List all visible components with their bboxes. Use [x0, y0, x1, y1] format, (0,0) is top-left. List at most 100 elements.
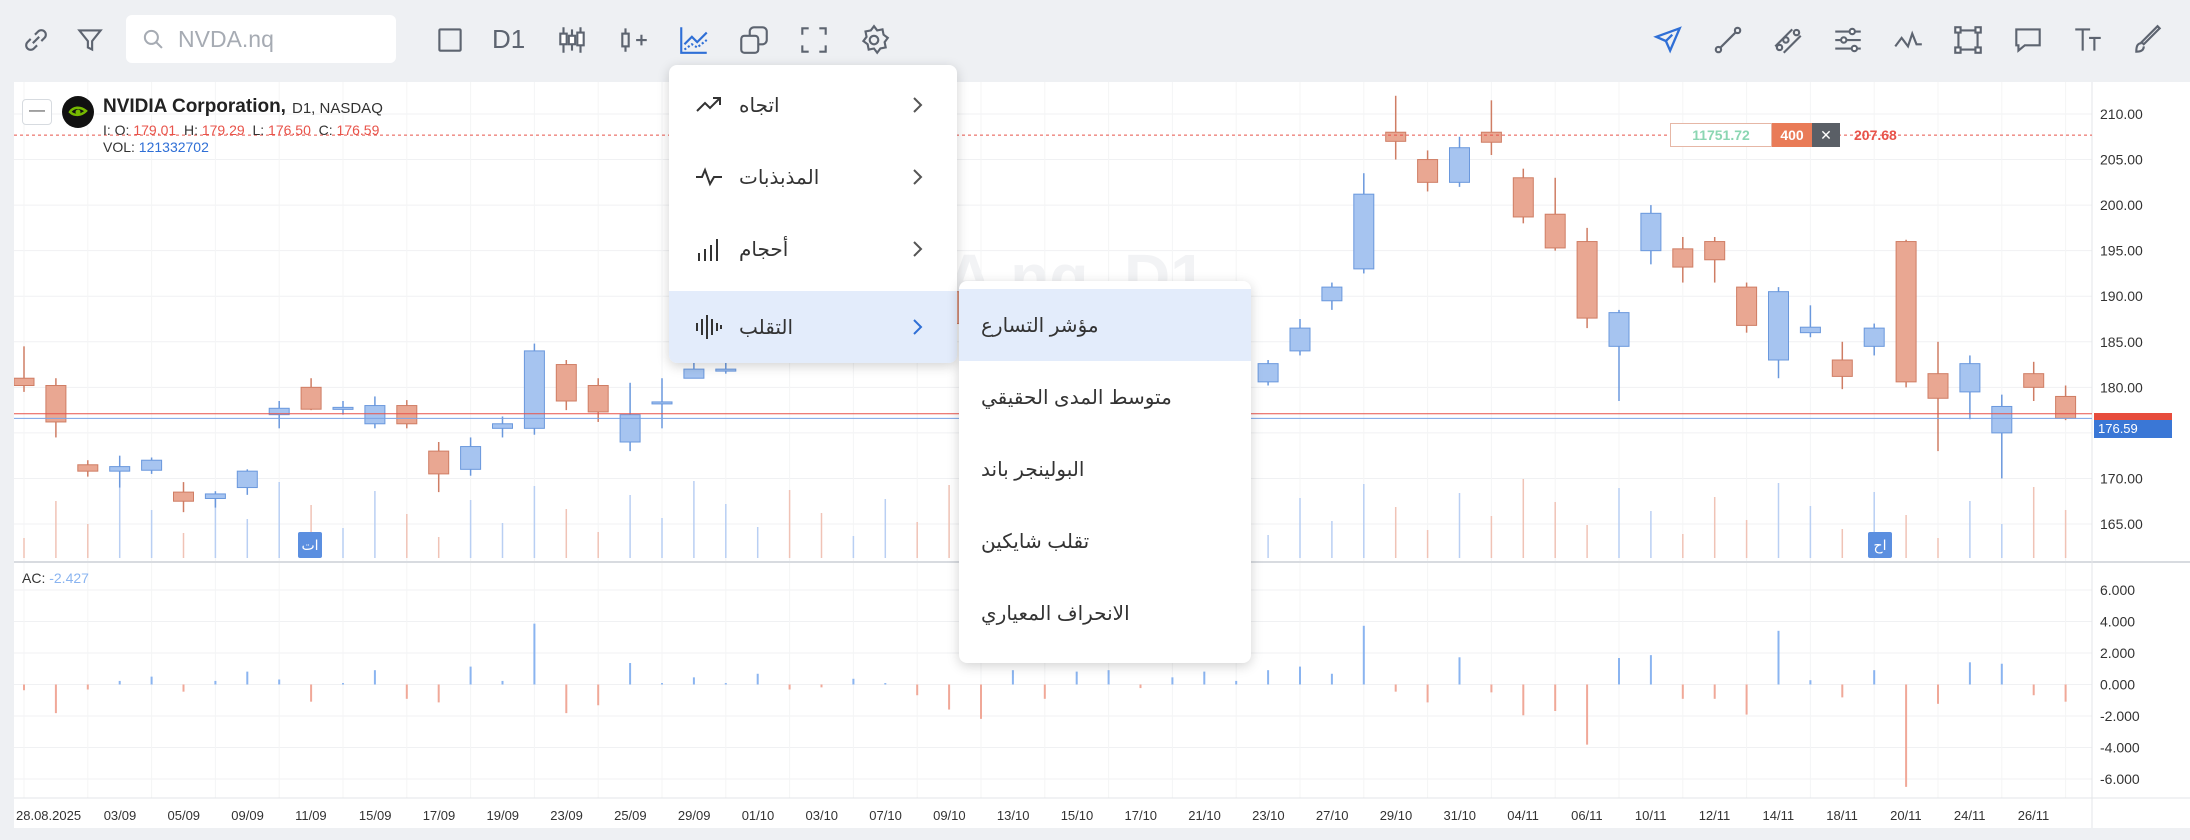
candle-body: [332, 406, 354, 410]
candle-body: [77, 464, 99, 472]
symbol-search[interactable]: [126, 15, 396, 63]
high-value: 179.29: [201, 122, 245, 138]
volatility-icon: [696, 315, 722, 339]
time-axis-label: 21/10: [1188, 808, 1221, 823]
fib-tool-icon[interactable]: [1826, 18, 1870, 62]
close-value: 176.59: [336, 122, 380, 138]
time-axis-label: 11/09: [295, 808, 327, 823]
menu-item-label: التقلب: [739, 317, 794, 339]
callout-tool-icon[interactable]: [2006, 18, 2050, 62]
order-line[interactable]: 11751.72 400 ✕ 207.68: [1670, 123, 1897, 147]
menu-item-volatility[interactable]: التقلب: [669, 291, 957, 363]
rectangle-tool-icon[interactable]: [428, 18, 472, 62]
candle-body: [1895, 241, 1917, 383]
indicator-readout: AC: -2.427: [22, 570, 89, 586]
order-qty-b[interactable]: 400: [1772, 123, 1812, 147]
price-axis-label: 180.00: [2100, 379, 2143, 395]
candle-body: [492, 423, 513, 429]
volume-readout: VOL: 121332702: [103, 139, 209, 155]
cursor-arrow-icon[interactable]: [1646, 18, 1690, 62]
volume-label: VOL:: [103, 139, 135, 155]
time-axis-label: 06/11: [1571, 808, 1603, 823]
submenu-item-stddev[interactable]: الانحراف المعياري: [959, 577, 1251, 649]
candle-body: [1672, 248, 1694, 268]
event-flag-right[interactable]: اح: [1868, 532, 1892, 558]
time-axis-label: 25/09: [614, 808, 647, 823]
candle-body: [300, 386, 322, 410]
time-axis-label: 17/10: [1125, 808, 1158, 823]
indicator-axis-label: -6.000: [2100, 771, 2140, 787]
price-axis-label: 200.00: [2100, 197, 2143, 213]
search-icon: [143, 29, 163, 49]
time-axis-label: 14/11: [1763, 808, 1795, 823]
trendline-tool-icon[interactable]: [1706, 18, 1750, 62]
menu-item-volumes[interactable]: أحجام: [669, 213, 957, 285]
candle-body: [1640, 212, 1662, 252]
candle-body: [1321, 286, 1343, 302]
time-axis-label: 05/09: [168, 808, 201, 823]
candle-body: [1544, 213, 1566, 249]
time-axis-label: 15/09: [359, 808, 392, 823]
instrument-title: NVIDIA Corporation,: [103, 96, 286, 117]
candle-body: [2023, 373, 2045, 388]
candle-body: [14, 377, 35, 387]
brush-tool-icon[interactable]: [2126, 18, 2170, 62]
menu-item-label: المذبذبات: [739, 167, 820, 189]
price-axis-label: 210.00: [2100, 106, 2143, 122]
menu-item-oscillators[interactable]: المذبذبات: [669, 141, 957, 213]
submenu-item-label: الانحراف المعياري: [981, 603, 1130, 625]
time-axis-label: 09/10: [933, 808, 966, 823]
shape-tool-icon[interactable]: [1946, 18, 1990, 62]
link-icon[interactable]: [14, 18, 58, 62]
candles-icon[interactable]: [550, 18, 594, 62]
candle-body: [1799, 326, 1821, 334]
candle-body: [523, 350, 545, 429]
close-label: C:: [318, 122, 333, 138]
time-axis-label: 20/11: [1890, 808, 1922, 823]
time-axis-label: 13/10: [997, 808, 1030, 823]
submenu-item-label: مؤشر التسارع: [981, 315, 1099, 337]
add-indicator-icon[interactable]: [612, 18, 656, 62]
price-axis-label: 170.00: [2100, 470, 2143, 486]
time-axis-label: 10/11: [1635, 808, 1667, 823]
channel-tool-icon[interactable]: [1766, 18, 1810, 62]
candle-body: [364, 405, 386, 425]
candle-body: [2055, 395, 2077, 419]
submenu-item-bollinger[interactable]: البولينجر باند: [959, 433, 1251, 505]
submenu-item-chaikin[interactable]: تقلب شايكين: [959, 505, 1251, 577]
order-close-button[interactable]: ✕: [1812, 123, 1840, 147]
candle-body: [1449, 147, 1470, 183]
menu-item-trend[interactable]: اتجاه: [669, 69, 957, 141]
symbol-search-input[interactable]: [176, 24, 380, 54]
event-flag-left[interactable]: ات: [298, 532, 322, 558]
indicator-axis-label: 0.000: [2100, 677, 2135, 693]
filter-icon[interactable]: [68, 18, 112, 62]
candle-body: [1831, 359, 1853, 377]
text-tool-icon[interactable]: [2066, 18, 2110, 62]
high-label: H:: [183, 122, 198, 138]
indicators-icon[interactable]: [672, 18, 716, 62]
price-axis-label: 195.00: [2100, 243, 2143, 259]
time-axis-label: 27/10: [1316, 808, 1349, 823]
compare-icon[interactable]: [732, 18, 776, 62]
last-price-tag: 176.59: [2094, 420, 2172, 438]
time-axis-label: 24/11: [1954, 808, 1986, 823]
price-chart[interactable]: 210.00 205.00 200.00 195.00 190.00 185.00 180.…: [14, 82, 2190, 828]
legend-collapse-button[interactable]: —: [22, 99, 52, 125]
timeframe-button[interactable]: D1: [492, 24, 526, 54]
order-price: 207.68: [1854, 127, 1897, 143]
time-axis-label: 19/09: [487, 808, 520, 823]
candle-body: [683, 368, 705, 379]
submenu-item-atr[interactable]: متوسط المدى الحقيقي: [959, 361, 1251, 433]
candle-body: [1257, 363, 1279, 383]
candle-body: [173, 491, 194, 502]
submenu-item-label: البولينجر باند: [981, 459, 1085, 481]
pattern-tool-icon[interactable]: [1886, 18, 1930, 62]
settings-gear-icon[interactable]: [852, 18, 896, 62]
instrument-subtitle: D1, NASDAQ: [292, 100, 383, 117]
submenu-item-accelerator[interactable]: مؤشر التسارع: [959, 289, 1251, 361]
volatility-submenu: مؤشر التسارع متوسط المدى الحقيقي البولين…: [959, 281, 1251, 663]
time-axis-label: 04/11: [1507, 808, 1539, 823]
fullscreen-icon[interactable]: [792, 18, 836, 62]
order-qty-a[interactable]: 11751.72: [1670, 123, 1772, 147]
